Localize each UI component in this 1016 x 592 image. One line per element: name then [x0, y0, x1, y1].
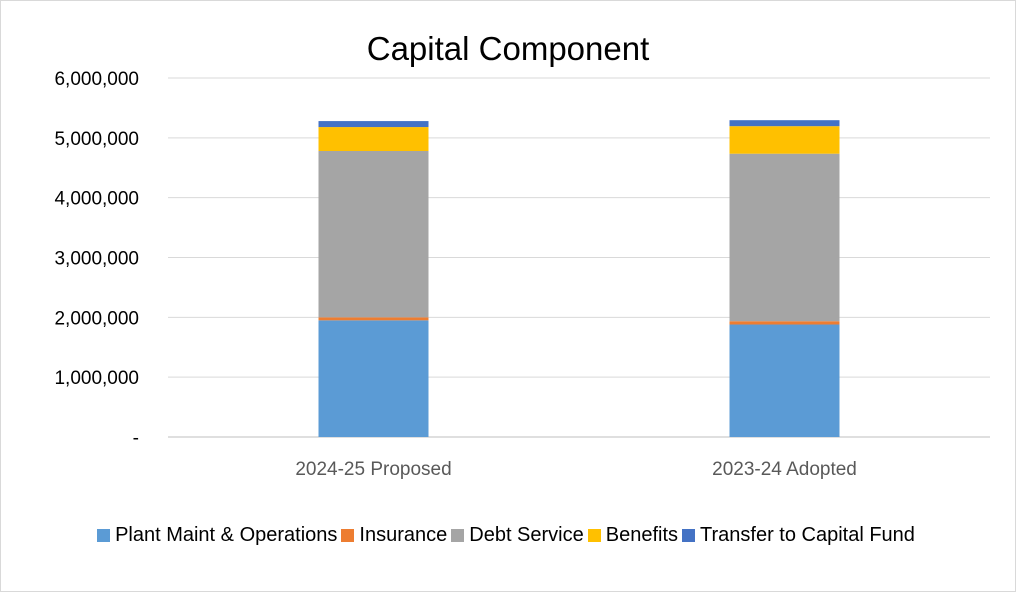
legend-item: Benefits: [587, 524, 679, 547]
chart-title: Capital Component: [366, 30, 650, 67]
bar-segment: [729, 321, 840, 325]
y-tick-label: -: [133, 428, 139, 449]
y-tick-label: 6,000,000: [54, 69, 139, 90]
bar-segment: [318, 320, 429, 437]
bar-segment: [318, 317, 429, 321]
legend-item: Debt Service: [451, 524, 584, 547]
bar-segment: [318, 127, 429, 151]
y-tick-label: 2,000,000: [54, 308, 139, 329]
x-axis-category-labels: 2024-25 Proposed 2023-24 Adopted: [295, 459, 857, 480]
legend-swatch: [587, 529, 601, 542]
y-tick-label: 4,000,000: [54, 189, 139, 210]
bars: [318, 120, 840, 437]
legend-item: Insurance: [341, 524, 447, 547]
y-tick-label: 5,000,000: [54, 129, 139, 150]
legend-item: Plant Maint & Operations: [97, 524, 337, 547]
x-category-label: 2023-24 Adopted: [712, 459, 857, 480]
legend-label: Benefits: [605, 524, 679, 546]
legend-item: Transfer to Capital Fund: [682, 524, 915, 547]
y-tick-label: 1,000,000: [54, 368, 139, 389]
bar-segment: [729, 120, 840, 127]
legend-label: Debt Service: [469, 524, 584, 546]
legend-swatch: [341, 529, 355, 542]
bar-segment: [318, 150, 429, 318]
y-tick-label: 3,000,000: [54, 249, 139, 270]
legend-swatch: [97, 529, 111, 542]
legend-label: Insurance: [359, 524, 448, 546]
legend-label: Plant Maint & Operations: [115, 524, 338, 546]
bar-segment: [318, 121, 429, 128]
gridlines: [168, 77, 990, 438]
bar-segment: [729, 324, 840, 437]
legend-swatch: [682, 529, 696, 542]
x-category-label: 2024-25 Proposed: [295, 459, 451, 480]
bar-segment: [729, 126, 840, 154]
legend: Plant Maint & Operations Insurance Debt Se…: [0, 524, 1016, 547]
legend-label: Transfer to Capital Fund: [700, 524, 915, 546]
bar-segment: [729, 153, 840, 322]
y-axis-tick-labels: - 1,000,000 2,000,000 3,000,000 4,000,000 5,0…: [54, 69, 139, 449]
legend-swatch: [451, 529, 465, 542]
